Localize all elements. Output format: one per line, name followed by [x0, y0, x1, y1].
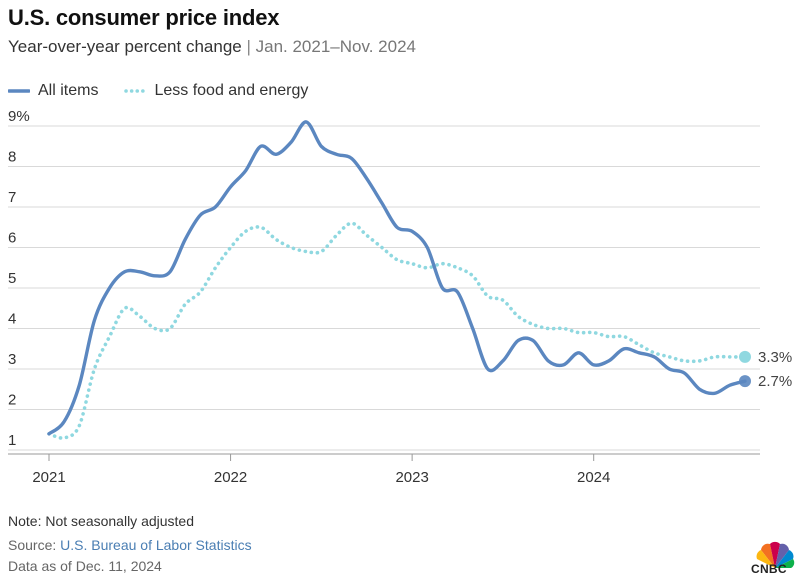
cnbc-peacock-logo [756, 541, 795, 568]
end-marker-all-items [739, 375, 751, 388]
y-tick-label: 3 [8, 351, 16, 368]
footnote: Note: Not seasonally adjusted [8, 513, 194, 529]
y-tick-label: 7 [8, 189, 16, 206]
legend-label-less-food-and-energy: Less food and energy [154, 82, 309, 99]
legend-label-all-items: All items [38, 82, 99, 99]
chart-subtitle: Year-over-year percent change | Jan. 202… [8, 37, 416, 57]
end-label-less-food-and-energy: 3.3% [758, 349, 792, 366]
y-tick-label: 4 [8, 311, 16, 328]
data-as-of: Data as of Dec. 11, 2024 [8, 558, 162, 574]
legend-dotted-line-swatch [124, 89, 147, 93]
legend-solid-line-swatch [8, 89, 30, 93]
x-tick-label: 2024 [577, 469, 610, 486]
y-tick-label: 1 [8, 432, 16, 449]
line-chart: 9% 8 7 6 5 4 3 2 1 2021 2022 2023 2024 3.3% 2.7% [8, 110, 792, 486]
end-label-all-items: 2.7% [758, 373, 792, 390]
legend-item-less-food-and-energy: Less food and energy [124, 82, 308, 100]
x-tick-label: 2023 [395, 469, 428, 486]
end-point-markers: 3.3% 2.7% [739, 349, 792, 390]
grid-lines [8, 125, 760, 451]
y-tick-label: 2 [8, 392, 16, 409]
series-line-less-food-and-energy [47, 221, 747, 440]
y-tick-label: 5 [8, 270, 16, 287]
y-tick-label: 8 [8, 149, 16, 166]
chart-legend: All items Less food and energy [8, 82, 334, 100]
y-tick-label: 6 [8, 230, 16, 247]
chart-title: U.S. consumer price index [8, 5, 280, 30]
source-line: Source: U.S. Bureau of Labor Statistics [8, 537, 252, 553]
series-line-all-items [47, 120, 747, 436]
series-lines [47, 120, 747, 440]
x-axis: 2021 2022 2023 2024 [8, 453, 760, 486]
source-prefix: Source: [8, 537, 61, 553]
legend-item-all-items: All items [8, 82, 98, 100]
subtitle-date-range: Jan. 2021–Nov. 2024 [255, 37, 416, 56]
y-axis-tick-labels: 9% 8 7 6 5 4 3 2 1 [8, 110, 30, 449]
subtitle-separator: | [246, 37, 251, 56]
source-link[interactable]: U.S. Bureau of Labor Statistics [60, 537, 252, 553]
y-tick-label: 9% [8, 110, 30, 125]
end-marker-less-food-and-energy [739, 350, 751, 363]
subtitle-main: Year-over-year percent change [8, 37, 242, 56]
x-tick-label: 2022 [214, 469, 247, 486]
x-tick-label: 2021 [32, 469, 65, 486]
cnbc-logo-text: CNBC [751, 562, 787, 576]
